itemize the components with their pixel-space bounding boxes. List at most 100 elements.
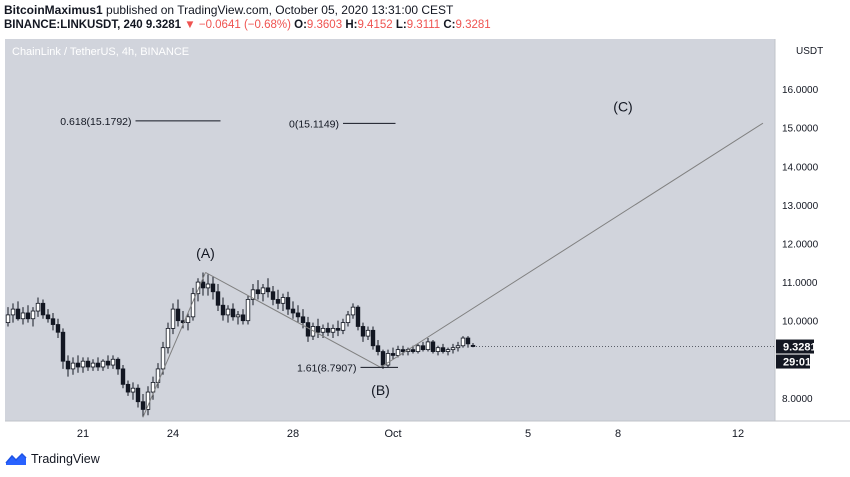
- candle-body: [75, 362, 81, 368]
- high-label: H:: [345, 19, 358, 31]
- candle-body: [375, 345, 381, 352]
- fib-level-label: 0(15.1149): [289, 118, 339, 130]
- wave-lines: [142, 122, 775, 418]
- wave-label: (A): [196, 245, 215, 261]
- published-text: published on TradingView.com, October 05…: [106, 3, 454, 17]
- low-value: 9.3111: [406, 19, 441, 31]
- candle-body: [440, 347, 446, 352]
- candle-body: [285, 297, 291, 310]
- candle-body: [200, 281, 206, 289]
- candle-body: [130, 387, 136, 393]
- candle-body: [425, 341, 431, 351]
- candle-body: [195, 281, 201, 295]
- candle-body: [120, 368, 126, 385]
- candle-body: [215, 291, 221, 306]
- price-chart[interactable]: ChainLink / TetherUS, 4h, BINANCE USDT 1…: [0, 36, 850, 446]
- candle-body: [220, 304, 226, 316]
- candle-body: [175, 308, 181, 322]
- candle-body: [270, 291, 276, 300]
- x-tick-label: 24: [167, 428, 179, 440]
- candle-body: [95, 362, 101, 368]
- candle-body: [395, 349, 401, 356]
- candle-body: [70, 362, 76, 370]
- candle-body: [380, 351, 386, 366]
- countdown-bg: [776, 354, 810, 369]
- candle-body: [20, 312, 26, 320]
- candle-body: [450, 347, 456, 351]
- wave-line: [142, 272, 206, 418]
- candles: [5, 272, 476, 418]
- x-tick-label: 28: [287, 428, 299, 440]
- y-tick-label: 12.0000: [782, 240, 819, 251]
- candle-body: [350, 306, 356, 316]
- low-label: L:: [395, 19, 407, 31]
- y-tick-label: 13.0000: [782, 201, 819, 212]
- wave-label: (C): [613, 99, 632, 115]
- x-tick-labels: 21 24 28 Oct 5 8 12: [77, 428, 744, 440]
- candle-body: [5, 314, 11, 324]
- candle-body: [465, 337, 471, 345]
- candle-body: [330, 327, 336, 333]
- candle-body: [470, 344, 476, 347]
- current-price-label: 9.3281: [783, 342, 817, 354]
- candle-body: [135, 387, 141, 403]
- candle-body: [230, 308, 236, 318]
- candle-body: [205, 283, 211, 289]
- y-tick-label: 8.0000: [782, 394, 813, 405]
- candle-body: [50, 318, 56, 325]
- candle-body: [410, 349, 416, 352]
- wave-label: (B): [371, 382, 390, 398]
- fib-level-label: 1.61(8.7907): [297, 362, 357, 374]
- candle-body: [125, 383, 131, 393]
- candle-body: [115, 358, 121, 370]
- candle-body: [65, 360, 71, 370]
- x-tick-label: 12: [732, 428, 744, 440]
- publish-line: BitcoinMaximus1 published on TradingView…: [4, 3, 453, 17]
- candle-body: [300, 316, 306, 324]
- wave-labels: (A) (B) (C): [196, 99, 633, 399]
- candle-body: [445, 349, 451, 352]
- candle-body: [335, 327, 341, 331]
- candle-body: [255, 289, 261, 295]
- price-axis-unit: USDT: [796, 46, 823, 57]
- candle-body: [315, 326, 321, 333]
- y-tick-label: 15.0000: [782, 124, 819, 135]
- chart-title: ChainLink / TetherUS, 4h, BINANCE: [12, 46, 189, 58]
- candle-body: [60, 331, 66, 362]
- candle-body: [30, 310, 36, 320]
- current-price-tag: 9.3281 29:01: [776, 339, 817, 369]
- candle-body: [80, 360, 86, 368]
- candle-body: [100, 360, 106, 368]
- candle-body: [45, 314, 51, 320]
- candle-body: [225, 308, 231, 316]
- candle-body: [40, 302, 46, 316]
- current-price-tag-bg: [776, 339, 814, 354]
- candle-body: [85, 360, 91, 368]
- symbol-line: BINANCE:LINKUSDT, 240 9.3281 ▼ −0.0641 (…: [4, 19, 491, 31]
- candle-body: [15, 308, 21, 320]
- candle-body: [435, 347, 441, 352]
- candle-body: [235, 314, 241, 318]
- candle-body: [245, 299, 251, 322]
- candle-body: [320, 327, 326, 333]
- tradingview-brand: TradingView: [31, 452, 100, 466]
- candle-body: [420, 345, 426, 351]
- y-tick-label: 16.0000: [782, 85, 819, 96]
- high-value: 9.4152: [357, 19, 393, 31]
- tradingview-footer[interactable]: TradingView: [5, 452, 100, 466]
- candle-body: [265, 287, 271, 293]
- candle-body: [390, 353, 396, 356]
- author-name[interactable]: BitcoinMaximus1: [4, 3, 103, 17]
- candle-body: [25, 312, 31, 320]
- countdown-label: 29:01: [783, 357, 811, 369]
- candle-body: [325, 327, 331, 333]
- tradingview-logo-icon: [5, 452, 27, 465]
- open-label: O:: [294, 19, 307, 31]
- candle-body: [460, 337, 466, 347]
- symbol-label: BINANCE:LINKUSDT, 240: [4, 19, 143, 31]
- close-label: C:: [443, 19, 456, 31]
- y-tick-label: 11.0000: [782, 278, 818, 289]
- candle-body: [170, 308, 176, 329]
- y-tick-label: 14.0000: [782, 162, 819, 173]
- x-tick-label: Oct: [384, 428, 401, 440]
